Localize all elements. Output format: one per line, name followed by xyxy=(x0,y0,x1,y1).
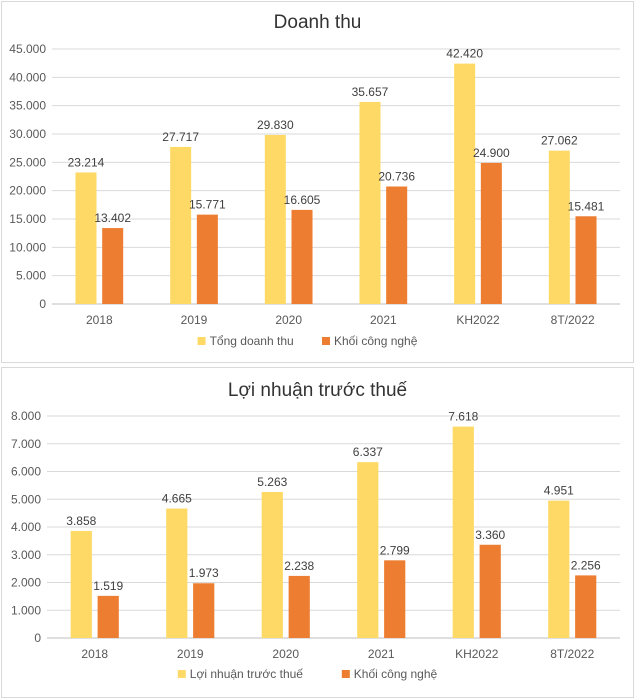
bar-total xyxy=(548,500,570,638)
data-label: 2.256 xyxy=(571,558,601,572)
legend-label: Lợi nhuận trước thuế xyxy=(190,667,303,681)
bar-tech xyxy=(97,595,119,638)
y-tick-label: 30.000 xyxy=(9,127,46,141)
bar-total xyxy=(166,508,188,638)
bar-total xyxy=(70,530,92,638)
x-tick-label: 2019 xyxy=(177,647,204,661)
data-label: 4.665 xyxy=(162,492,192,506)
data-label: 3.858 xyxy=(66,514,96,528)
x-tick-label: 2021 xyxy=(368,647,395,661)
legend: Tổng doanh thu Khối công nghệ xyxy=(197,334,418,348)
legend-label: Khối công nghệ xyxy=(354,667,438,681)
chart-title: Lợi nhuận trước thuế xyxy=(228,380,408,401)
legend-label: Tổng doanh thu xyxy=(210,334,294,348)
x-tick-label: 2020 xyxy=(272,647,299,661)
x-tick-label: 2018 xyxy=(86,313,113,327)
data-label: 2.238 xyxy=(284,559,314,573)
data-label: 15.771 xyxy=(189,198,226,212)
y-tick-label: 4.000 xyxy=(11,520,41,534)
y-tick-label: 25.000 xyxy=(9,155,46,169)
data-label: 1.519 xyxy=(93,579,123,593)
data-label: 5.263 xyxy=(257,475,287,489)
bar-tech xyxy=(196,214,218,304)
data-label: 42.420 xyxy=(446,47,483,61)
legend-swatch xyxy=(341,670,350,678)
data-label: 35.657 xyxy=(352,85,389,99)
x-tick-label: 2018 xyxy=(81,647,108,661)
y-tick-label: 0 xyxy=(39,297,46,311)
bar-tech xyxy=(288,575,310,638)
data-label: 4.951 xyxy=(544,484,574,498)
x-tick-label: 2020 xyxy=(275,313,302,327)
bar-tech xyxy=(575,216,597,304)
legend-swatch xyxy=(322,337,330,345)
x-tick-label: 8T/2022 xyxy=(551,313,595,327)
legend-swatch xyxy=(197,337,206,345)
bar-total xyxy=(454,63,476,305)
y-tick-label: 0 xyxy=(34,631,41,645)
y-tick-label: 10.000 xyxy=(9,240,46,254)
y-tick-label: 40.000 xyxy=(9,70,46,84)
data-label: 2.799 xyxy=(380,543,410,557)
y-tick-label: 2.000 xyxy=(11,576,41,590)
bar-total xyxy=(75,172,97,304)
data-label: 24.900 xyxy=(473,146,510,160)
legend-label: Khối công nghệ xyxy=(334,334,418,348)
data-label: 20.736 xyxy=(378,169,415,183)
data-label: 16.605 xyxy=(284,193,321,207)
y-tick-label: 8.000 xyxy=(11,409,41,423)
y-tick-label: 5.000 xyxy=(16,269,46,283)
chart-title: Doanh thu xyxy=(274,12,362,33)
data-label: 29.830 xyxy=(257,118,294,132)
revenue-chart-panel: Doanh thu 0 5.000 10.000 15.000 20.000 25.000 3… xyxy=(1,1,634,363)
bar-total xyxy=(548,150,570,304)
bar-tech xyxy=(384,560,406,638)
bar-tech xyxy=(193,583,215,638)
data-label: 15.481 xyxy=(568,199,605,213)
data-label: 23.214 xyxy=(68,155,105,169)
data-label: 13.402 xyxy=(94,211,131,225)
data-label: 3.360 xyxy=(475,528,505,542)
bar-total xyxy=(452,426,474,638)
x-tick-label: 8T/2022 xyxy=(550,647,594,661)
data-label: 6.337 xyxy=(353,445,383,459)
bar-total xyxy=(359,101,381,304)
y-tick-label: 45.000 xyxy=(9,42,46,56)
y-tick-label: 20.000 xyxy=(9,184,46,198)
bar-tech xyxy=(291,209,313,304)
y-tick-label: 6.000 xyxy=(11,465,41,479)
legend-swatch xyxy=(177,670,186,678)
y-tick-label: 35.000 xyxy=(9,99,46,113)
bar-tech xyxy=(386,186,408,304)
profit-chart-panel: Lợi nhuận trước thuế 0 1.000 2.000 3.000 4.00… xyxy=(1,367,634,698)
legend: Lợi nhuận trước thuế Khối công nghệ xyxy=(177,667,438,681)
x-tick-label: 2019 xyxy=(181,313,208,327)
data-label: 7.618 xyxy=(448,410,478,424)
bar-tech xyxy=(102,228,124,304)
x-tick-label: KH2022 xyxy=(455,647,499,661)
data-label: 1.973 xyxy=(189,566,219,580)
y-tick-label: 5.000 xyxy=(11,492,41,506)
bar-total xyxy=(261,491,283,638)
bar-total xyxy=(357,462,379,638)
y-tick-label: 3.000 xyxy=(11,548,41,562)
data-label: 27.717 xyxy=(162,130,199,144)
bar-tech xyxy=(575,575,597,638)
bar-total xyxy=(264,134,286,304)
data-label: 27.062 xyxy=(541,134,578,148)
y-tick-label: 15.000 xyxy=(9,212,46,226)
bar-tech xyxy=(480,162,502,304)
x-tick-label: 2021 xyxy=(370,313,397,327)
revenue-chart: Doanh thu 0 5.000 10.000 15.000 20.000 25.000 3… xyxy=(9,12,620,348)
profit-chart: Lợi nhuận trước thuế 0 1.000 2.000 3.000 4.00… xyxy=(11,380,620,681)
y-tick-label: 7.000 xyxy=(11,437,41,451)
x-tick-label: KH2022 xyxy=(456,313,500,327)
bar-tech xyxy=(479,544,501,638)
bar-total xyxy=(170,146,192,304)
y-tick-label: 1.000 xyxy=(11,603,41,617)
